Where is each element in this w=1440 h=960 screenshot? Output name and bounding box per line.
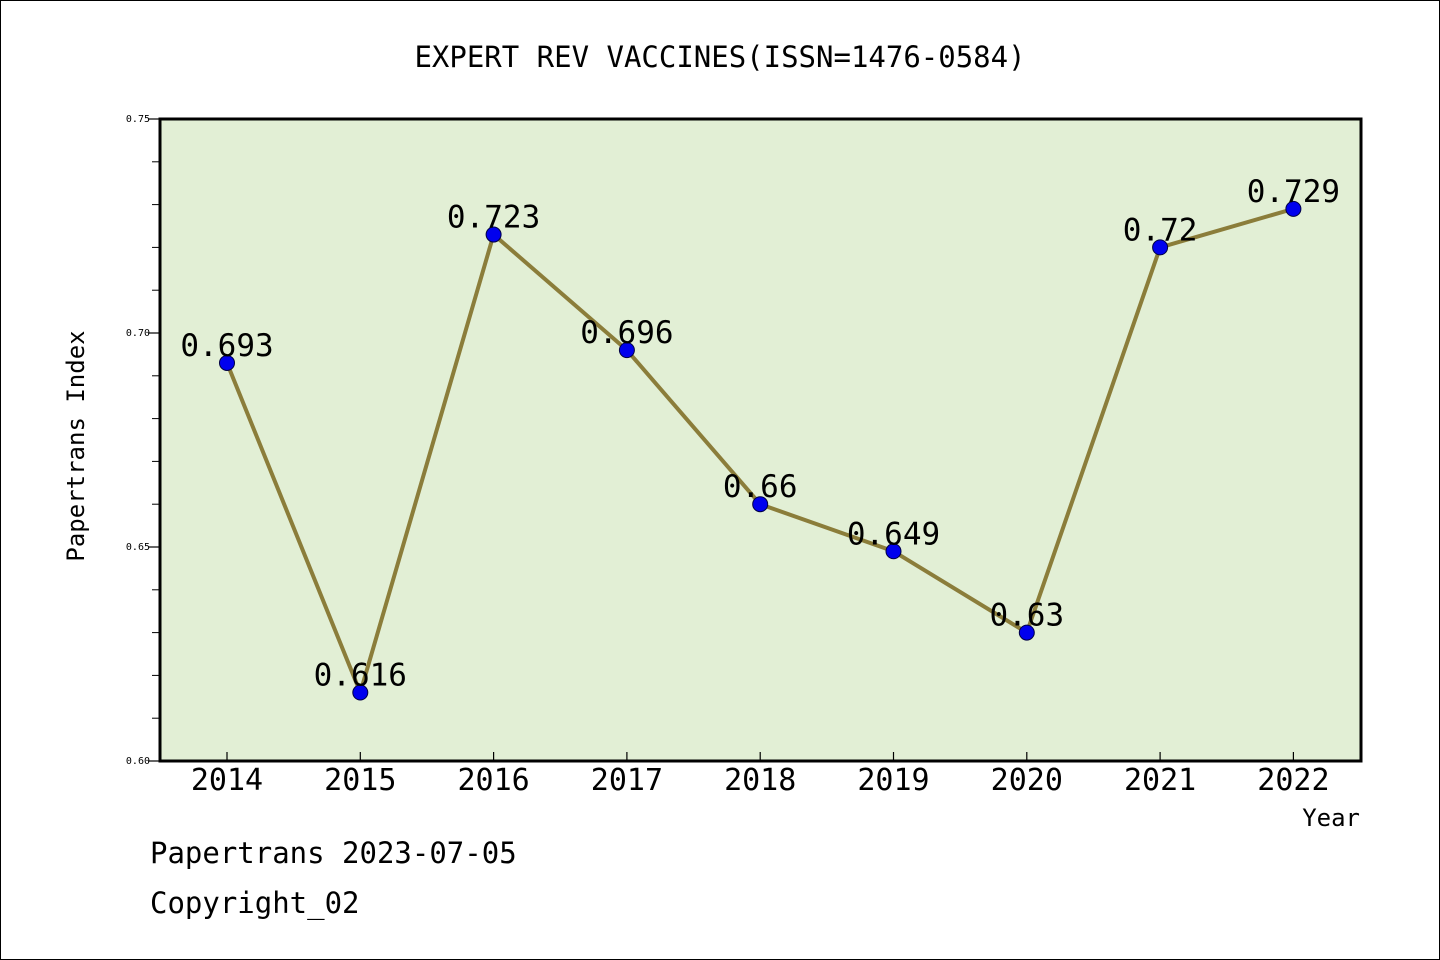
data-label: 0.63 [989,598,1064,634]
chart-title: EXPERT REV VACCINES(ISSN=1476-0584) [414,40,1025,74]
data-point [752,496,769,513]
x-tick-label: 2020 [991,763,1063,798]
y-tick-label: 0.75 [126,114,150,125]
data-label: 0.723 [447,200,540,236]
footer-copyright: Copyright_02 [150,886,360,920]
data-label: 0.729 [1247,174,1340,210]
x-tick-label: 2014 [191,763,263,798]
data-labels: 0.693 0.616 0.723 0.696 0.66 0.649 0.63 0.72 0.7… [180,174,1340,694]
data-point [219,354,235,371]
data-label: 0.649 [847,516,940,552]
x-tick-label: 2015 [324,763,396,798]
data-point [1018,624,1035,641]
data-point [1152,239,1169,256]
data-point [485,226,502,243]
x-tick-label: 2022 [1257,763,1329,798]
x-tick-label: 2021 [1124,763,1196,798]
data-point [618,342,635,359]
y-axis-label: Papertrans Index [62,330,90,561]
data-label: 0.66 [723,469,798,505]
data-label: 0.696 [580,315,673,351]
x-axis-ticks: 2014 2015 2016 2017 2018 2019 2020 2021 2022 [191,752,1330,798]
data-point [1285,200,1302,217]
data-label: 0.693 [180,328,273,364]
x-tick-label: 2019 [857,763,929,798]
series-markers [219,200,1302,701]
y-tick-label: 0.60 [126,756,150,767]
data-label: 0.72 [1123,212,1198,248]
plot-area [158,117,1363,763]
x-tick-label: 2017 [591,763,663,798]
y-minor-ticks [152,161,160,719]
y-axis-ticks: 0.60 0.65 0.70 0.75 [126,114,160,767]
footer-date: Papertrans 2023-07-05 [150,836,517,870]
x-axis-label: Year [1302,804,1360,832]
x-tick-label: 2018 [724,763,796,798]
y-tick-label: 0.70 [126,328,150,339]
data-point [352,684,369,701]
data-label: 0.616 [314,658,407,694]
x-tick-label: 2016 [457,763,529,798]
data-point [885,543,902,560]
y-tick-label: 0.65 [126,542,150,553]
